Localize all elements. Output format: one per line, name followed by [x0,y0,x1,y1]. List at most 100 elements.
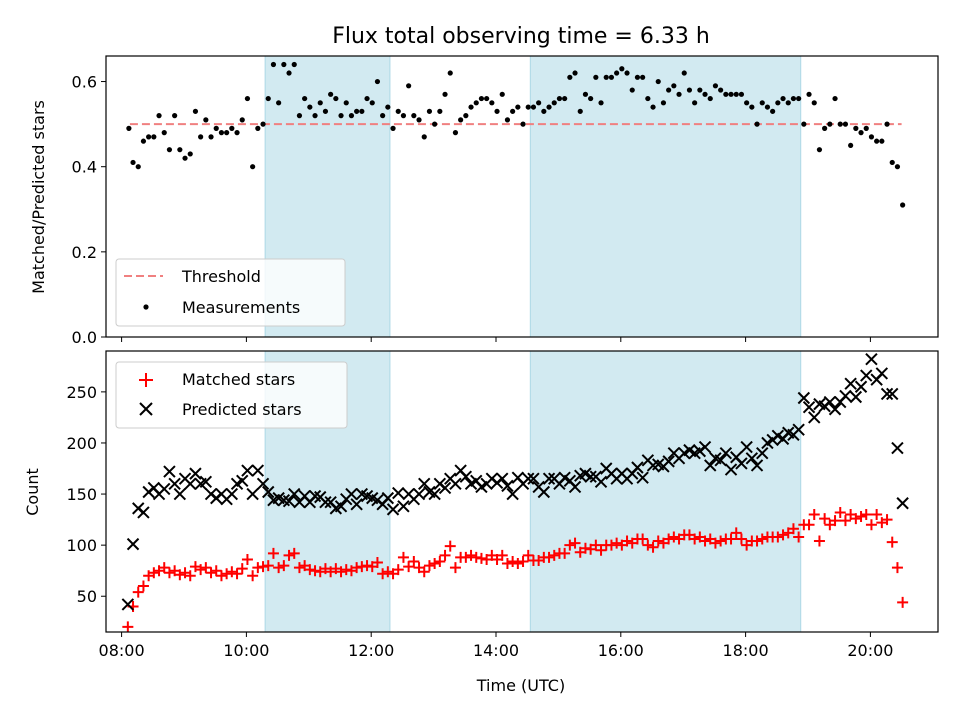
measurement-point [744,100,750,106]
matched-stars-point [241,553,253,565]
matched-stars-point [647,541,659,553]
matched-stars-point [429,558,441,570]
matched-stars-point [829,515,841,527]
legend-measurements: Measurements [182,298,300,317]
matched-stars-point [839,515,851,527]
predicted-stars-point [828,403,842,416]
predicted-stars-point [584,470,597,483]
predicted-stars-point [756,446,769,460]
matched-stars-point [595,544,607,556]
measurement-point [879,138,885,144]
bottom-legend-box [115,361,348,429]
matched-stars-point [210,565,222,577]
predicted-stars-point [449,477,462,491]
measurement-point [296,113,303,119]
x-tick-label: 12:00 [348,641,394,660]
matched-stars-point [262,560,274,572]
matched-stars-point [382,566,394,578]
measurement-point [624,70,630,76]
predicted-stars-point [750,459,764,472]
measurement-point [853,125,859,131]
measurement-point [135,164,141,170]
bottom-y-tick-label: 250 [66,383,97,402]
bottom-y-tick-label: 100 [66,536,97,555]
measurement-point [582,91,589,97]
predicted-stars-point [875,367,889,380]
measurement-point [634,74,641,80]
measurement-point [126,125,132,131]
measurement-point [177,147,183,153]
measurement-point [218,130,225,136]
predicted-stars-point [724,463,738,476]
predicted-stars-point [168,477,181,491]
measurement-point [775,100,781,106]
figure-title: Flux total observing time = 6.33 h [332,24,710,49]
bottom-shaded-window-2 [529,350,802,633]
measurement-point [203,117,209,123]
matched-stars-point [273,562,285,574]
measurement-point [707,95,713,102]
predicted-stars-point [199,475,213,489]
predicted-stars-point [740,440,753,454]
measurement-point [681,70,687,76]
matched-stars-point [834,506,846,518]
top-y-tick-label: 0.0 [72,328,97,347]
matched-stars-point [709,537,721,549]
measurement-point [286,70,292,76]
matched-stars-point [283,549,295,561]
predicted-stars-point [704,459,717,472]
measurement-point [650,104,656,110]
predicted-stars-point [896,497,909,510]
measurement-point [822,125,828,131]
predicted-stars-point [412,487,426,501]
predicted-stars-point [823,395,837,409]
measurement-point [655,78,661,85]
predicted-stars-point [158,482,171,496]
measurement-point [806,91,812,97]
matched-stars-point [403,561,415,573]
matched-stars-point [735,533,747,545]
matched-stars-point [252,562,264,574]
matched-stars-point [897,596,909,608]
measurement-point [848,142,854,149]
bottom-y-tick-label: 200 [66,434,97,453]
measurement-point [166,147,173,153]
matched-stars-point [247,570,259,582]
measurement-point [894,164,901,170]
measurements-legend-swatch [143,304,149,310]
matched-stars-point [507,555,519,567]
measurement-point [400,113,407,119]
matched-stars-point [351,562,363,574]
measurement-point [172,113,178,119]
measurement-point [406,83,412,89]
matched-stars-point [148,567,160,579]
measurement-point [676,91,682,97]
matched-stars-point [715,535,727,547]
measurement-point [666,87,672,93]
matched-stars-point [226,566,238,578]
measurement-point [536,100,542,106]
matched-stars-point [304,564,316,576]
matched-stars-point [808,508,820,520]
measurement-point [426,108,433,114]
matched-stars-point [689,533,701,545]
matched-stars-point [699,535,711,547]
predicted-stars-point [189,467,202,480]
matched-stars-point [725,533,737,545]
measurement-point [504,117,511,123]
measurement-point [130,159,136,166]
measurement-point [801,121,807,127]
matched-stars-point [377,568,389,580]
matched-stars-point [356,561,368,573]
measurement-point [302,95,308,102]
matched-stars-point [221,568,233,580]
predicted-stars-point [792,423,805,436]
measurement-point [728,91,734,97]
measurement-point [556,95,563,102]
measurement-point [733,91,739,97]
measurement-point [749,104,755,110]
measurement-point [645,95,651,102]
matched-stars-point [215,570,227,582]
matched-stars-point [564,539,576,551]
measurement-point [515,104,521,110]
